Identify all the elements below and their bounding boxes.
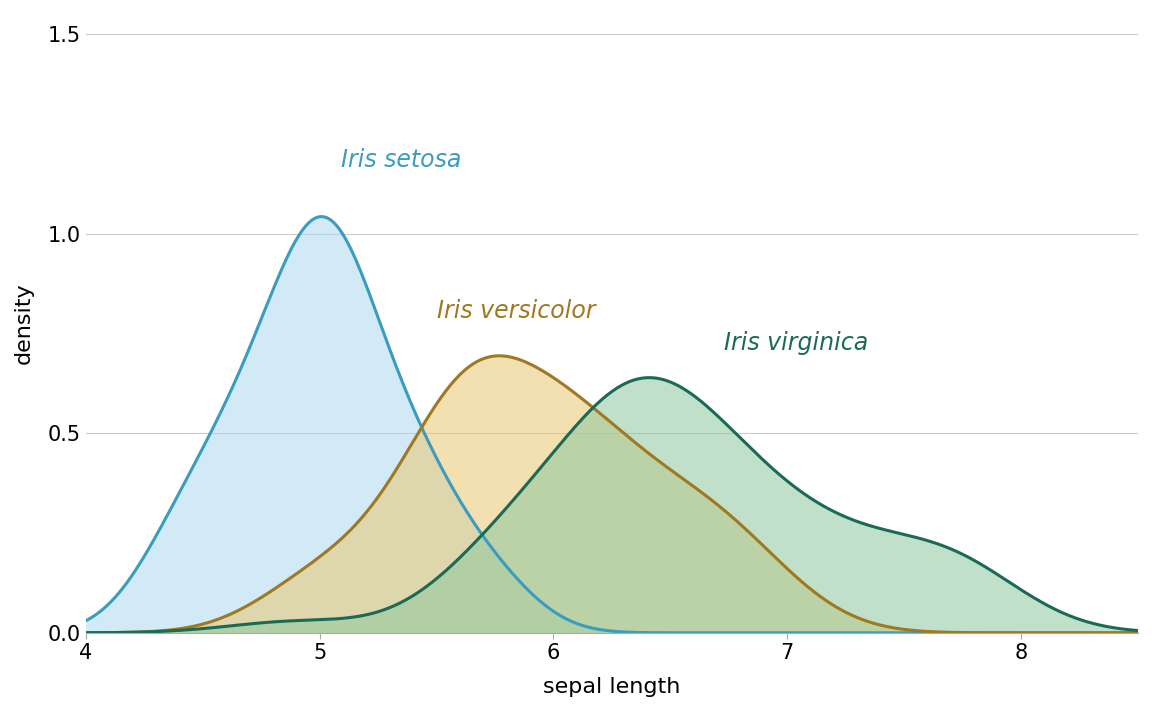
Text: Iris versicolor: Iris versicolor — [437, 299, 596, 324]
X-axis label: sepal length: sepal length — [544, 677, 681, 697]
Text: Iris setosa: Iris setosa — [341, 148, 461, 171]
Text: Iris virginica: Iris virginica — [725, 331, 869, 356]
Y-axis label: density: density — [14, 282, 33, 364]
